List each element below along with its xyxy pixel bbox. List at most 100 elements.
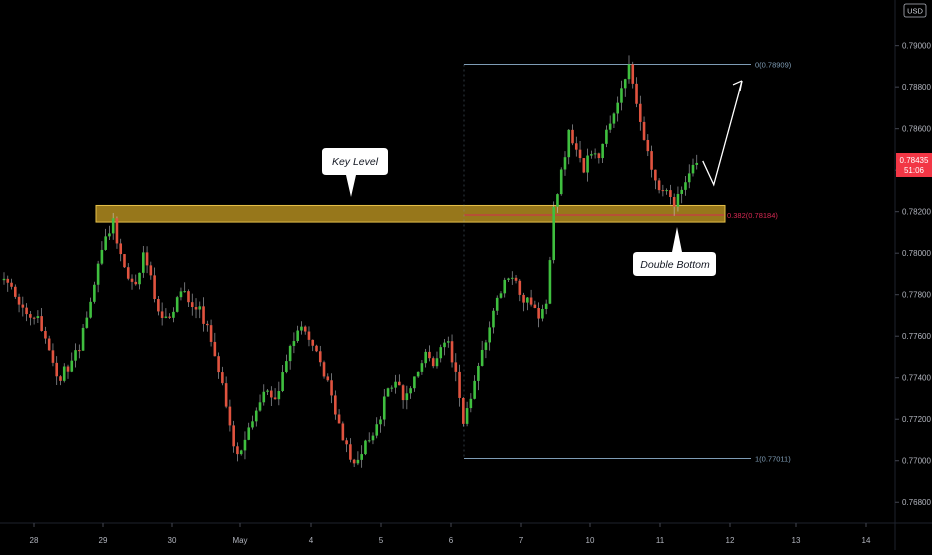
x-tick-label: 7 xyxy=(519,536,524,545)
candle-body xyxy=(552,206,555,261)
candle-body xyxy=(221,372,224,384)
candle-body xyxy=(450,341,454,363)
key-level-label: Key Level xyxy=(332,156,379,168)
candle-body xyxy=(179,291,183,298)
candle-body xyxy=(386,388,390,397)
projection-path xyxy=(702,80,743,187)
candle-body xyxy=(96,263,100,285)
candle-body xyxy=(145,252,149,266)
candle-body xyxy=(190,302,194,308)
candle-body xyxy=(100,249,104,264)
candle-body xyxy=(608,123,612,130)
candle-body xyxy=(356,459,360,464)
y-tick-label: 0.77000 xyxy=(902,457,931,466)
candle-body xyxy=(29,314,32,318)
candle-body xyxy=(168,316,171,318)
candle-body xyxy=(307,331,311,340)
candle-body xyxy=(74,350,77,361)
candle-body xyxy=(202,306,205,324)
candle-body xyxy=(85,317,89,328)
y-tick-label: 0.78600 xyxy=(902,125,931,134)
candle-body xyxy=(514,277,518,281)
candle-body xyxy=(228,406,232,426)
double-bottom-label: Double Bottom xyxy=(640,259,710,271)
fib-level-label: 0(0.78909) xyxy=(755,61,792,70)
candle-body xyxy=(428,351,431,359)
candle-body xyxy=(431,358,435,367)
candle-body xyxy=(469,398,473,409)
candle-body xyxy=(40,316,43,331)
candle-body xyxy=(115,218,119,244)
candle-body xyxy=(296,330,299,342)
candle-body xyxy=(484,342,488,350)
candle-body xyxy=(424,351,427,364)
candle-body xyxy=(217,356,220,373)
candle-body xyxy=(413,376,416,389)
candle-body xyxy=(142,252,145,273)
candle-body xyxy=(635,83,638,104)
candle-body xyxy=(446,341,450,343)
candle-body xyxy=(563,157,567,170)
candle-body xyxy=(541,308,544,319)
candle-body xyxy=(213,341,217,357)
candle-body xyxy=(32,317,36,319)
candle-body xyxy=(153,275,156,300)
candle-body xyxy=(612,113,616,124)
candle-body xyxy=(537,307,540,319)
candle-body xyxy=(586,155,589,173)
candle-body xyxy=(420,363,424,372)
candle-body xyxy=(326,376,330,381)
candle-body xyxy=(172,311,175,318)
y-tick-label: 0.77600 xyxy=(902,332,931,341)
candle-body xyxy=(93,284,96,302)
currency-label[interactable]: USD xyxy=(907,7,923,16)
candle-body xyxy=(526,297,529,303)
candle-body xyxy=(70,360,74,372)
candle-body xyxy=(243,439,247,451)
y-tick-label: 0.76800 xyxy=(902,498,931,507)
candle-body xyxy=(134,281,138,285)
candle-body xyxy=(529,297,533,305)
candle-body xyxy=(21,304,25,308)
double-bottom-callout: Double Bottom xyxy=(633,227,716,276)
candle-body xyxy=(2,278,6,281)
candle-body xyxy=(157,299,160,312)
candle-body xyxy=(462,397,465,424)
candle-body xyxy=(285,361,288,373)
candle-body xyxy=(638,103,642,122)
candle-body xyxy=(337,414,341,424)
candle-body xyxy=(544,303,548,309)
current-price-box xyxy=(896,153,932,177)
candle-body xyxy=(665,190,668,192)
candle-body xyxy=(676,193,680,207)
candle-body xyxy=(458,371,461,398)
x-tick-label: 11 xyxy=(656,536,665,545)
candle-body xyxy=(251,421,254,428)
candle-body xyxy=(322,362,326,377)
candle-body xyxy=(684,182,687,190)
candle-body xyxy=(507,278,510,280)
candle-body xyxy=(574,143,578,150)
candle-body xyxy=(495,297,499,311)
candle-body xyxy=(571,129,574,144)
y-tick-label: 0.78800 xyxy=(902,83,931,92)
candle-body xyxy=(379,419,382,425)
candle-body xyxy=(10,282,13,287)
candle-body xyxy=(239,450,243,455)
candle-body xyxy=(416,371,420,377)
candle-body xyxy=(492,310,495,328)
candle-body xyxy=(300,326,303,331)
fib-level-label: 1(0.77011) xyxy=(755,454,791,463)
candle-body xyxy=(273,397,277,400)
x-tick-label: 28 xyxy=(30,536,39,545)
candle-body xyxy=(691,164,695,174)
candle-body xyxy=(303,326,307,332)
candle-body xyxy=(78,350,81,352)
candle-body xyxy=(499,293,503,298)
candle-body xyxy=(669,190,672,198)
currency-badge[interactable] xyxy=(903,3,927,18)
candle-body xyxy=(345,440,348,445)
candle-body xyxy=(473,380,476,399)
